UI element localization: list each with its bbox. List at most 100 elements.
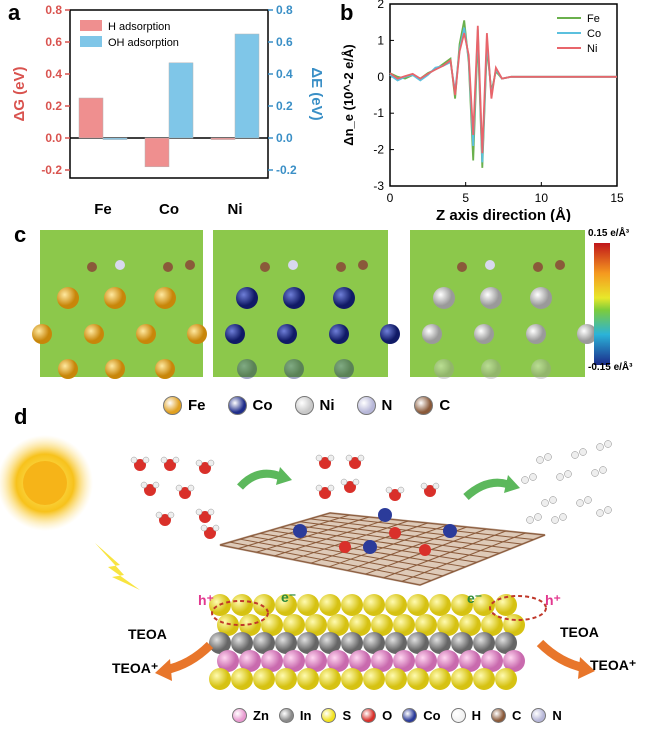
sheet-bond — [279, 527, 489, 559]
water-oxygen — [199, 511, 211, 523]
plot-frame-a — [69, 9, 269, 179]
ytick-label-right: 0.6 — [276, 35, 293, 49]
h2-atom — [599, 466, 607, 474]
legend-item-n: N — [531, 708, 562, 723]
legend-item-h: H — [450, 708, 481, 723]
atom-ball-icon — [294, 396, 314, 415]
legend-item-co: Co — [227, 396, 273, 415]
metal-atom — [236, 287, 258, 309]
water-hydrogen — [152, 481, 160, 489]
h2-atom — [596, 443, 604, 451]
slab-atom — [283, 614, 305, 636]
metal-atom — [225, 324, 245, 344]
water-oxygen — [344, 481, 356, 493]
ytick-label-left: 0.0 — [45, 131, 62, 145]
ytick-label: -2 — [373, 143, 384, 157]
sheet-bond — [229, 541, 432, 581]
water-hydrogen — [172, 456, 180, 464]
slab-atom — [275, 594, 297, 616]
slab-atom — [217, 650, 239, 672]
bar-chart-adsorption: -0.2 -0.2 0.0 0.0 0.2 0.2 0.4 0.4 0.6 0.6 0.8 0.8 ΔG… — [11, 3, 325, 218]
water-oxygen — [349, 457, 361, 469]
slab-atom — [503, 650, 525, 672]
legend-item-in: In — [278, 708, 312, 723]
element-legend-d: Zn In S O Co H C N — [232, 708, 562, 723]
metal-atom — [526, 324, 546, 344]
xlabel: Z axis direction (Å) — [436, 207, 571, 222]
colorbar-min-label: -0.15 e/Å³ — [588, 362, 633, 373]
cobalt-atom — [293, 524, 307, 538]
surface-atom — [336, 262, 346, 272]
ytick-label: 1 — [377, 33, 384, 47]
ytick-label: 2 — [377, 0, 384, 11]
ytick-label-right: 0.4 — [276, 67, 293, 81]
xtick-label: 15 — [610, 191, 624, 205]
legend-label: Fe — [188, 397, 206, 414]
water-hydrogen — [327, 484, 335, 492]
teoa-left: TEOA — [128, 626, 167, 642]
legend-label: N — [381, 397, 393, 414]
slab-atom — [437, 650, 459, 672]
atom-ball-icon — [163, 396, 182, 415]
slab-atom — [371, 650, 393, 672]
slab-atom — [327, 650, 349, 672]
surface-atom — [555, 260, 565, 270]
water-hydrogen — [420, 482, 428, 490]
metal-atom — [334, 359, 354, 379]
slab-atom — [297, 632, 319, 654]
h2-atom — [529, 473, 537, 481]
water-oxygen — [204, 527, 216, 539]
legend-label: Ni — [587, 43, 597, 55]
arrow-left-icon — [237, 469, 284, 490]
slab-atom — [371, 614, 393, 636]
h2-atom — [591, 469, 599, 477]
water-hydrogen — [352, 478, 360, 486]
sheet-bond — [329, 512, 546, 536]
slab-atom — [393, 614, 415, 636]
ytick-label-left: -0.2 — [41, 163, 62, 177]
teoa-arrow-right-icon — [536, 639, 587, 673]
metal-atom — [333, 287, 355, 309]
ytick-label-left: 0.6 — [45, 35, 62, 49]
colorbar — [594, 243, 610, 365]
slab-atom — [451, 594, 473, 616]
metal-atom — [577, 324, 597, 344]
xtick-label: 5 — [462, 191, 469, 205]
atom-ball-icon — [227, 396, 247, 415]
metal-atom — [422, 324, 442, 344]
cobalt-atom — [378, 508, 392, 522]
line-chart-charge-density: 0 5 10 15 -3 -2 -1 0 1 2 Z axis direction (Å) Δn_e … — [341, 0, 624, 222]
hole-site-left — [211, 600, 269, 626]
oxygen-atom — [339, 541, 351, 553]
sheet-bond — [274, 518, 389, 557]
hole-label-right: h⁺ — [545, 592, 561, 608]
slab-atom — [429, 594, 451, 616]
sheet-bond — [292, 520, 409, 561]
metal-atom — [57, 287, 79, 309]
legend-item-ni: Ni — [294, 396, 335, 415]
slab-atom — [363, 668, 385, 690]
h2-atom — [576, 499, 584, 507]
legend-label: H adsorption — [108, 21, 170, 33]
atom-ball-icon — [321, 708, 337, 723]
h2-atom — [541, 499, 549, 507]
h2-atom — [551, 516, 559, 524]
slab-atom — [473, 668, 495, 690]
atom-ball-icon — [361, 708, 377, 723]
slab-atom — [429, 632, 451, 654]
legend-label: In — [299, 708, 312, 723]
ytick-label-right: 0.8 — [276, 3, 293, 17]
ytick-label-right: 0.0 — [276, 131, 293, 145]
water-oxygen — [164, 459, 176, 471]
sheet-bond — [249, 535, 455, 572]
water-hydrogen — [195, 508, 203, 516]
sheet-bond — [319, 515, 534, 541]
slab-atom — [363, 632, 385, 654]
hole-label-left: h⁺ — [198, 592, 214, 608]
atom-ball-icon — [531, 708, 547, 723]
slab-atom — [253, 594, 275, 616]
water-hydrogen — [315, 454, 323, 462]
xtick-label: Co — [159, 201, 179, 218]
slab-atom — [319, 594, 341, 616]
water-hydrogen — [327, 454, 335, 462]
